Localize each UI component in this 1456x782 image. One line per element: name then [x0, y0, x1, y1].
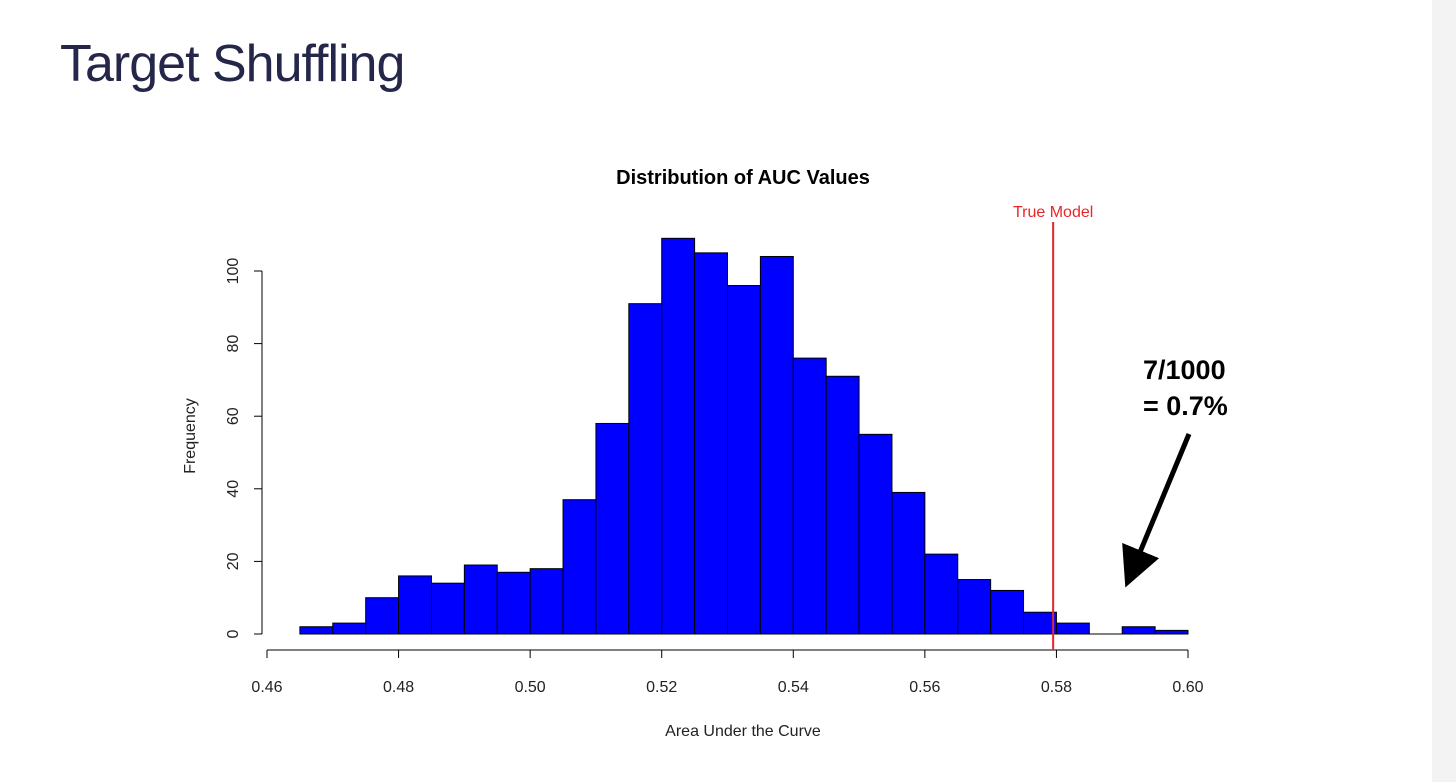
y-axis-label: Frequency: [182, 398, 199, 474]
histogram-bar: [398, 575, 432, 635]
histogram-bar: [825, 375, 860, 635]
histogram-bar: [365, 597, 400, 635]
y-tick-label: 0: [225, 629, 242, 638]
annotation-proportion: 7/1000 = 0.7%: [1143, 352, 1228, 424]
histogram-bar: [1023, 611, 1057, 635]
histogram-bar: [1154, 629, 1189, 635]
histogram-bar: [694, 252, 728, 635]
y-axis: 0 20 40 60 80 100: [225, 258, 263, 638]
histogram-bar: [661, 237, 696, 635]
y-tick-label: 80: [225, 335, 242, 353]
histogram-bar: [299, 626, 334, 635]
x-tick-label: 0.54: [778, 679, 809, 696]
histogram-bar: [562, 499, 597, 635]
y-tick-label: 20: [225, 552, 242, 570]
histogram-bar: [990, 589, 1025, 635]
x-tick-label: 0.50: [515, 679, 546, 696]
histogram-bar: [430, 582, 465, 635]
x-axis-label: Area Under the Curve: [665, 723, 821, 740]
histogram-bar: [891, 491, 926, 635]
histogram-bars: [299, 237, 1189, 635]
slide-edge-strip: [1432, 0, 1456, 782]
histogram-bar: [957, 579, 992, 635]
x-tick-label: 0.46: [251, 679, 282, 696]
annotation-arrow: [1122, 433, 1192, 588]
histogram-bar: [759, 255, 794, 635]
annotation-line-2: = 0.7%: [1143, 391, 1228, 421]
x-tick-label: 0.60: [1172, 679, 1203, 696]
chart-title: Distribution of AUC Values: [616, 167, 870, 189]
slide-title: Target Shuffling: [60, 35, 405, 93]
histogram-bar: [1121, 626, 1156, 635]
x-tick-label: 0.56: [909, 679, 940, 696]
histogram-bar: [1055, 622, 1090, 635]
x-tick-label: 0.58: [1041, 679, 1072, 696]
true-model-label: True Model: [1013, 204, 1093, 221]
annotation-line-1: 7/1000: [1143, 355, 1226, 385]
histogram-bar: [529, 568, 564, 635]
y-tick-label: 40: [225, 480, 242, 498]
x-axis: 0.46 0.48 0.50 0.52 0.54 0.56 0.58 0.60: [251, 649, 1204, 696]
y-tick-label: 100: [225, 258, 242, 285]
y-tick-label: 60: [225, 407, 242, 425]
histogram-bar: [595, 422, 630, 635]
histogram-bar: [792, 357, 827, 635]
x-tick-label: 0.52: [646, 679, 677, 696]
histogram-bar: [924, 553, 959, 635]
histogram-bar: [628, 303, 663, 635]
histogram-bar: [496, 571, 531, 635]
x-tick-label: 0.48: [383, 679, 414, 696]
histogram-bar: [727, 285, 761, 635]
histogram-bar: [332, 622, 367, 635]
histogram-bar: [858, 433, 893, 635]
histogram-bar: [463, 564, 498, 635]
